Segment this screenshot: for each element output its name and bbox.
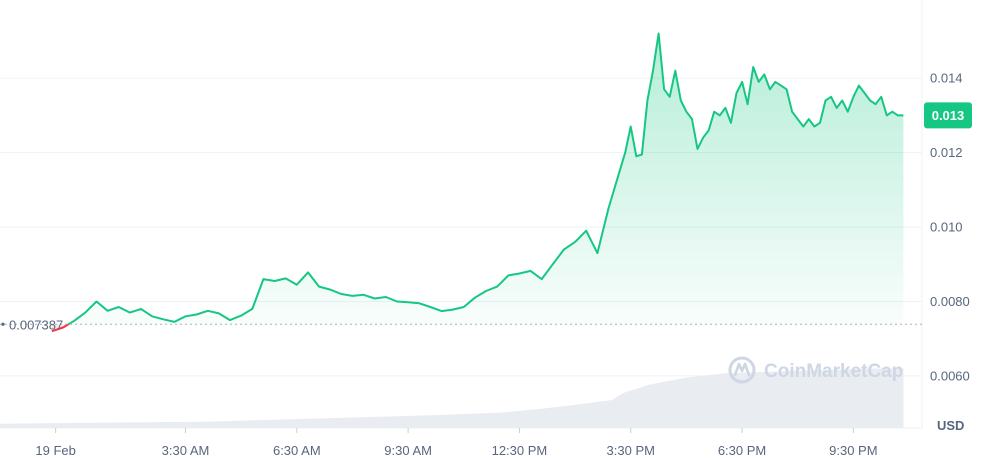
x-tick-label: 12:30 PM [492, 443, 548, 458]
coinmarketcap-logo-icon [728, 356, 756, 384]
x-tick-label: 9:30 AM [384, 443, 432, 458]
x-tick-label: 3:30 AM [162, 443, 210, 458]
y-tick-label: 0.010 [930, 220, 963, 235]
y-tick-label: 0.0080 [930, 294, 970, 309]
y-tick-label: 0.0060 [930, 368, 970, 383]
x-tick-label: 9:30 PM [829, 443, 877, 458]
price-line-up [66, 32, 904, 325]
coinmarketcap-watermark: CoinMarketCap [728, 356, 903, 384]
currency-unit-label: USD [937, 418, 964, 433]
x-tick-label: 3:30 PM [607, 443, 655, 458]
y-tick-label: 0.014 [930, 71, 963, 86]
x-tick-label: 6:30 AM [273, 443, 321, 458]
price-area-up [51, 33, 904, 325]
current-price-label: 0.013 [932, 108, 965, 123]
x-tick-label: 6:30 PM [718, 443, 766, 458]
current-price-badge: 0.013 [924, 102, 972, 129]
x-tick-label: 19 Feb [35, 443, 75, 458]
reference-price-label: 0.007387 [9, 317, 63, 332]
reference-dot [1, 322, 5, 326]
volume-area [0, 368, 904, 428]
x-axis: 19 Feb 3:30 AM 6:30 AM 9:30 AM 12:30 PM 3:30 … [35, 428, 878, 458]
price-line [51, 32, 904, 333]
watermark-text: CoinMarketCap [764, 361, 903, 382]
volume-shape [0, 368, 904, 428]
y-axis: 0.014 0.012 0.010 0.0080 0.0060 [930, 71, 970, 384]
y-tick-label: 0.012 [930, 145, 963, 160]
